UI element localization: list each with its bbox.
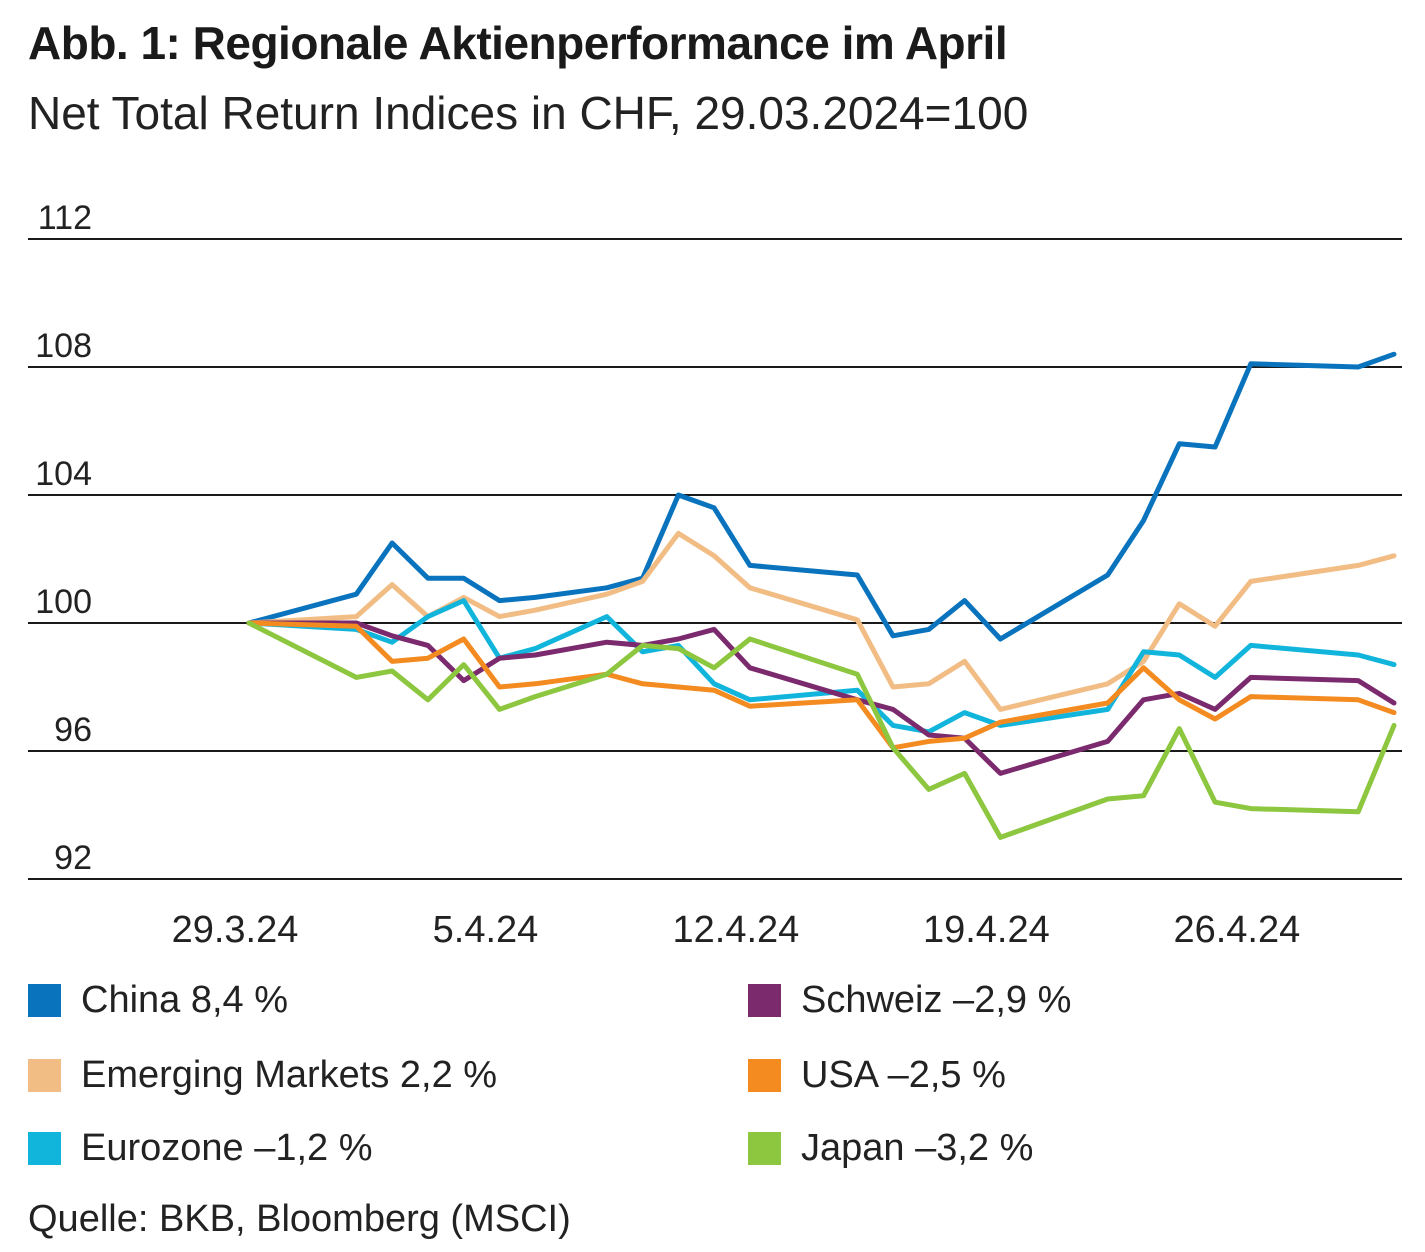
x-tick-label: 26.4.24 (1173, 909, 1300, 951)
legend-swatch-japan (748, 1131, 781, 1165)
x-tick-label: 5.4.24 (433, 909, 539, 951)
x-axis-labels: 29.3.24 5.4.24 12.4.24 19.4.24 26.4.24 (172, 909, 1301, 951)
y-tick-label: 92 (54, 839, 92, 877)
legend-item-schweiz: Schweiz –2,9 % (748, 975, 1071, 1025)
x-tick-label: 19.4.24 (923, 909, 1050, 951)
source-note: Quelle: BKB, Bloomberg (MSCI) (28, 1198, 571, 1240)
legend-swatch-emerging-markets (28, 1058, 61, 1092)
legend-swatch-usa (748, 1058, 781, 1092)
legend-item-japan: Japan –3,2 % (748, 1123, 1033, 1173)
y-tick-label: 108 (35, 327, 92, 365)
legend-item-eurozone: Eurozone –1,2 % (28, 1123, 373, 1173)
y-tick-label: 96 (54, 711, 92, 749)
x-tick-label: 29.3.24 (172, 909, 299, 951)
legend-label-emerging-markets: Emerging Markets 2,2 % (81, 1053, 498, 1096)
series-line-china (246, 351, 1397, 642)
series-line-eurozone (246, 598, 1397, 735)
legend-item-emerging-markets: Emerging Markets 2,2 % (28, 1050, 497, 1100)
legend-label-japan: Japan –3,2 % (801, 1126, 1034, 1169)
chart-subtitle: Net Total Return Indices in CHF, 29.03.2… (28, 87, 1029, 139)
series-lines (246, 351, 1397, 840)
y-tick-label: 100 (35, 583, 92, 621)
y-tick-label: 112 (38, 199, 92, 237)
y-tick-label: 104 (35, 455, 92, 493)
legend: China 8,4 % Emerging Markets 2,2 % Euroz… (28, 975, 1408, 1175)
legend-swatch-china (28, 983, 61, 1017)
legend-label-eurozone: Eurozone –1,2 % (81, 1126, 373, 1169)
series-line-schweiz (246, 620, 1397, 776)
legend-label-china: China 8,4 % (81, 978, 289, 1021)
legend-item-china: China 8,4 % (28, 975, 288, 1025)
legend-label-usa: USA –2,5 % (801, 1053, 1006, 1096)
legend-swatch-schweiz (748, 983, 781, 1017)
chart-title: Abb. 1: Regionale Aktienperformance im A… (28, 17, 1008, 69)
legend-item-usa: USA –2,5 % (748, 1050, 1006, 1100)
series-line-japan (246, 620, 1397, 840)
x-tick-label: 12.4.24 (673, 909, 800, 951)
line-chart: 112 108 104 100 96 92 29.3.24 5.4.24 12.4.24 19.… (28, 199, 1402, 951)
series-line-usa (246, 620, 1397, 751)
y-axis-labels: 112 108 104 100 96 92 (35, 199, 92, 877)
legend-swatch-eurozone (28, 1131, 61, 1165)
legend-label-schweiz: Schweiz –2,9 % (801, 978, 1072, 1021)
